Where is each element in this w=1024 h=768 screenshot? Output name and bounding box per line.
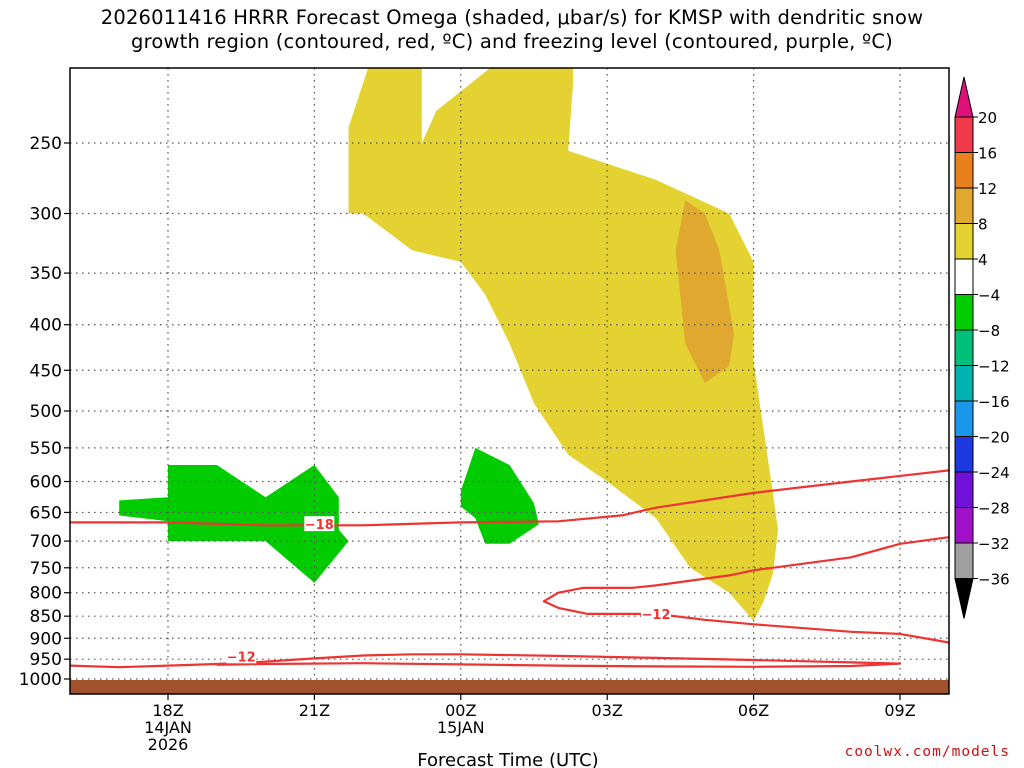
chart-title-line-2: growth region (contoured, red, ºC) and f…	[131, 30, 893, 53]
colorbar-segment-4	[954, 223, 974, 260]
axes: 2503003504004505005506006507007508008509…	[19, 67, 950, 754]
y-tick-label-700: 700	[30, 532, 62, 552]
colorbar-label-11: −24	[978, 464, 1010, 482]
colorbar-label-6: −4	[978, 287, 1000, 305]
colorbar-segment-1	[954, 116, 974, 153]
x-tick-label-00Z-1: 15JAN	[437, 718, 485, 737]
colorbar-label-10: −20	[978, 429, 1010, 447]
x-tick-label-18Z-0: 18Z	[152, 701, 183, 720]
colorbar: 20 16 12 8 4 −4 −8 −12 −16 −20 −24 −28 −32 −36	[954, 76, 1010, 619]
contour-label-bg-2	[641, 605, 671, 621]
surface-band	[70, 680, 949, 694]
contour-line-3	[70, 653, 902, 669]
shaded-regions	[119, 68, 778, 621]
colorbar-segment-3	[954, 187, 974, 224]
contour-label-bg-3	[226, 648, 257, 664]
x-tick-label-18Z-2: 2026	[148, 735, 189, 754]
x-axis-label: Forecast Time (UTC)	[417, 750, 598, 768]
x-tick-label-21Z-0: 21Z	[299, 701, 330, 720]
contour-label-bg-1	[304, 516, 335, 532]
y-tick-label-400: 400	[30, 316, 62, 336]
y-tick-label-500: 500	[30, 402, 62, 422]
contour-label-1: −18	[305, 518, 334, 533]
surface-band-rect	[70, 680, 949, 694]
colorbar-label-7: −8	[978, 322, 1000, 340]
shaded-region-2	[675, 200, 735, 383]
y-tick-label-850: 850	[30, 607, 62, 627]
y-tick-label-600: 600	[30, 472, 62, 492]
y-tick-label-1000: 1000	[19, 670, 62, 690]
colorbar-label-14: −36	[978, 571, 1010, 589]
colorbar-label-5: 4	[978, 251, 988, 269]
colorbar-segment-7	[954, 329, 974, 366]
y-tick-label-900: 900	[30, 629, 62, 649]
contour-label-3: −12	[227, 650, 256, 665]
y-tick-label-300: 300	[30, 204, 62, 224]
colorbar-top-arrow	[954, 76, 974, 118]
x-tick-label-06Z-0: 06Z	[738, 701, 769, 720]
colorbar-segment-11	[954, 471, 974, 508]
chart-title: 2026011416 HRRR Forecast Omega (shaded, …	[0, 6, 1024, 54]
colorbar-segment-6	[954, 294, 974, 331]
contour-lines: −18 −12 −12	[70, 469, 949, 669]
chart-title-line-1: 2026011416 HRRR Forecast Omega (shaded, …	[100, 6, 924, 29]
contour-line-1	[70, 469, 949, 527]
plot-frame	[69, 67, 950, 695]
shaded-region-1	[348, 68, 778, 621]
colorbar-label-13: −32	[978, 535, 1010, 553]
y-tick-label-950: 950	[30, 650, 62, 670]
colorbar-segment-8	[954, 365, 974, 402]
colorbar-label-1: 20	[978, 109, 997, 127]
y-tick-label-750: 750	[30, 559, 62, 579]
shaded-region-4	[460, 447, 539, 544]
colorbar-segment-12	[954, 507, 974, 544]
y-tick-label-550: 550	[30, 439, 62, 459]
y-tick-label-350: 350	[30, 264, 62, 284]
colorbar-label-3: 12	[978, 180, 997, 198]
gridlines	[70, 68, 949, 680]
contour-label-2: −12	[642, 608, 671, 623]
colorbar-segment-2	[954, 152, 974, 189]
x-tick-label-18Z-1: 14JAN	[144, 718, 192, 737]
x-tick-label-03Z-0: 03Z	[592, 701, 623, 720]
x-tick-label-09Z-0: 09Z	[884, 701, 915, 720]
x-tick-label-00Z-0: 00Z	[445, 701, 476, 720]
colorbar-label-2: 16	[978, 145, 997, 163]
colorbar-segment-5	[954, 258, 974, 295]
colorbar-segment-13	[954, 542, 974, 579]
colorbar-segment-9	[954, 400, 974, 437]
colorbar-segment-10	[954, 436, 974, 473]
site-credit[interactable]: coolwx.com/models	[844, 744, 1010, 760]
y-tick-label-800: 800	[30, 584, 62, 604]
contour-line-2	[542, 536, 949, 644]
colorbar-label-8: −12	[978, 358, 1010, 376]
y-tick-label-450: 450	[30, 361, 62, 381]
colorbar-bottom-arrow	[954, 578, 974, 619]
colorbar-label-9: −16	[978, 393, 1010, 411]
y-tick-label-650: 650	[30, 503, 62, 523]
colorbar-label-4: 8	[978, 216, 988, 234]
colorbar-label-12: −28	[978, 500, 1010, 518]
y-tick-label-250: 250	[30, 134, 62, 154]
